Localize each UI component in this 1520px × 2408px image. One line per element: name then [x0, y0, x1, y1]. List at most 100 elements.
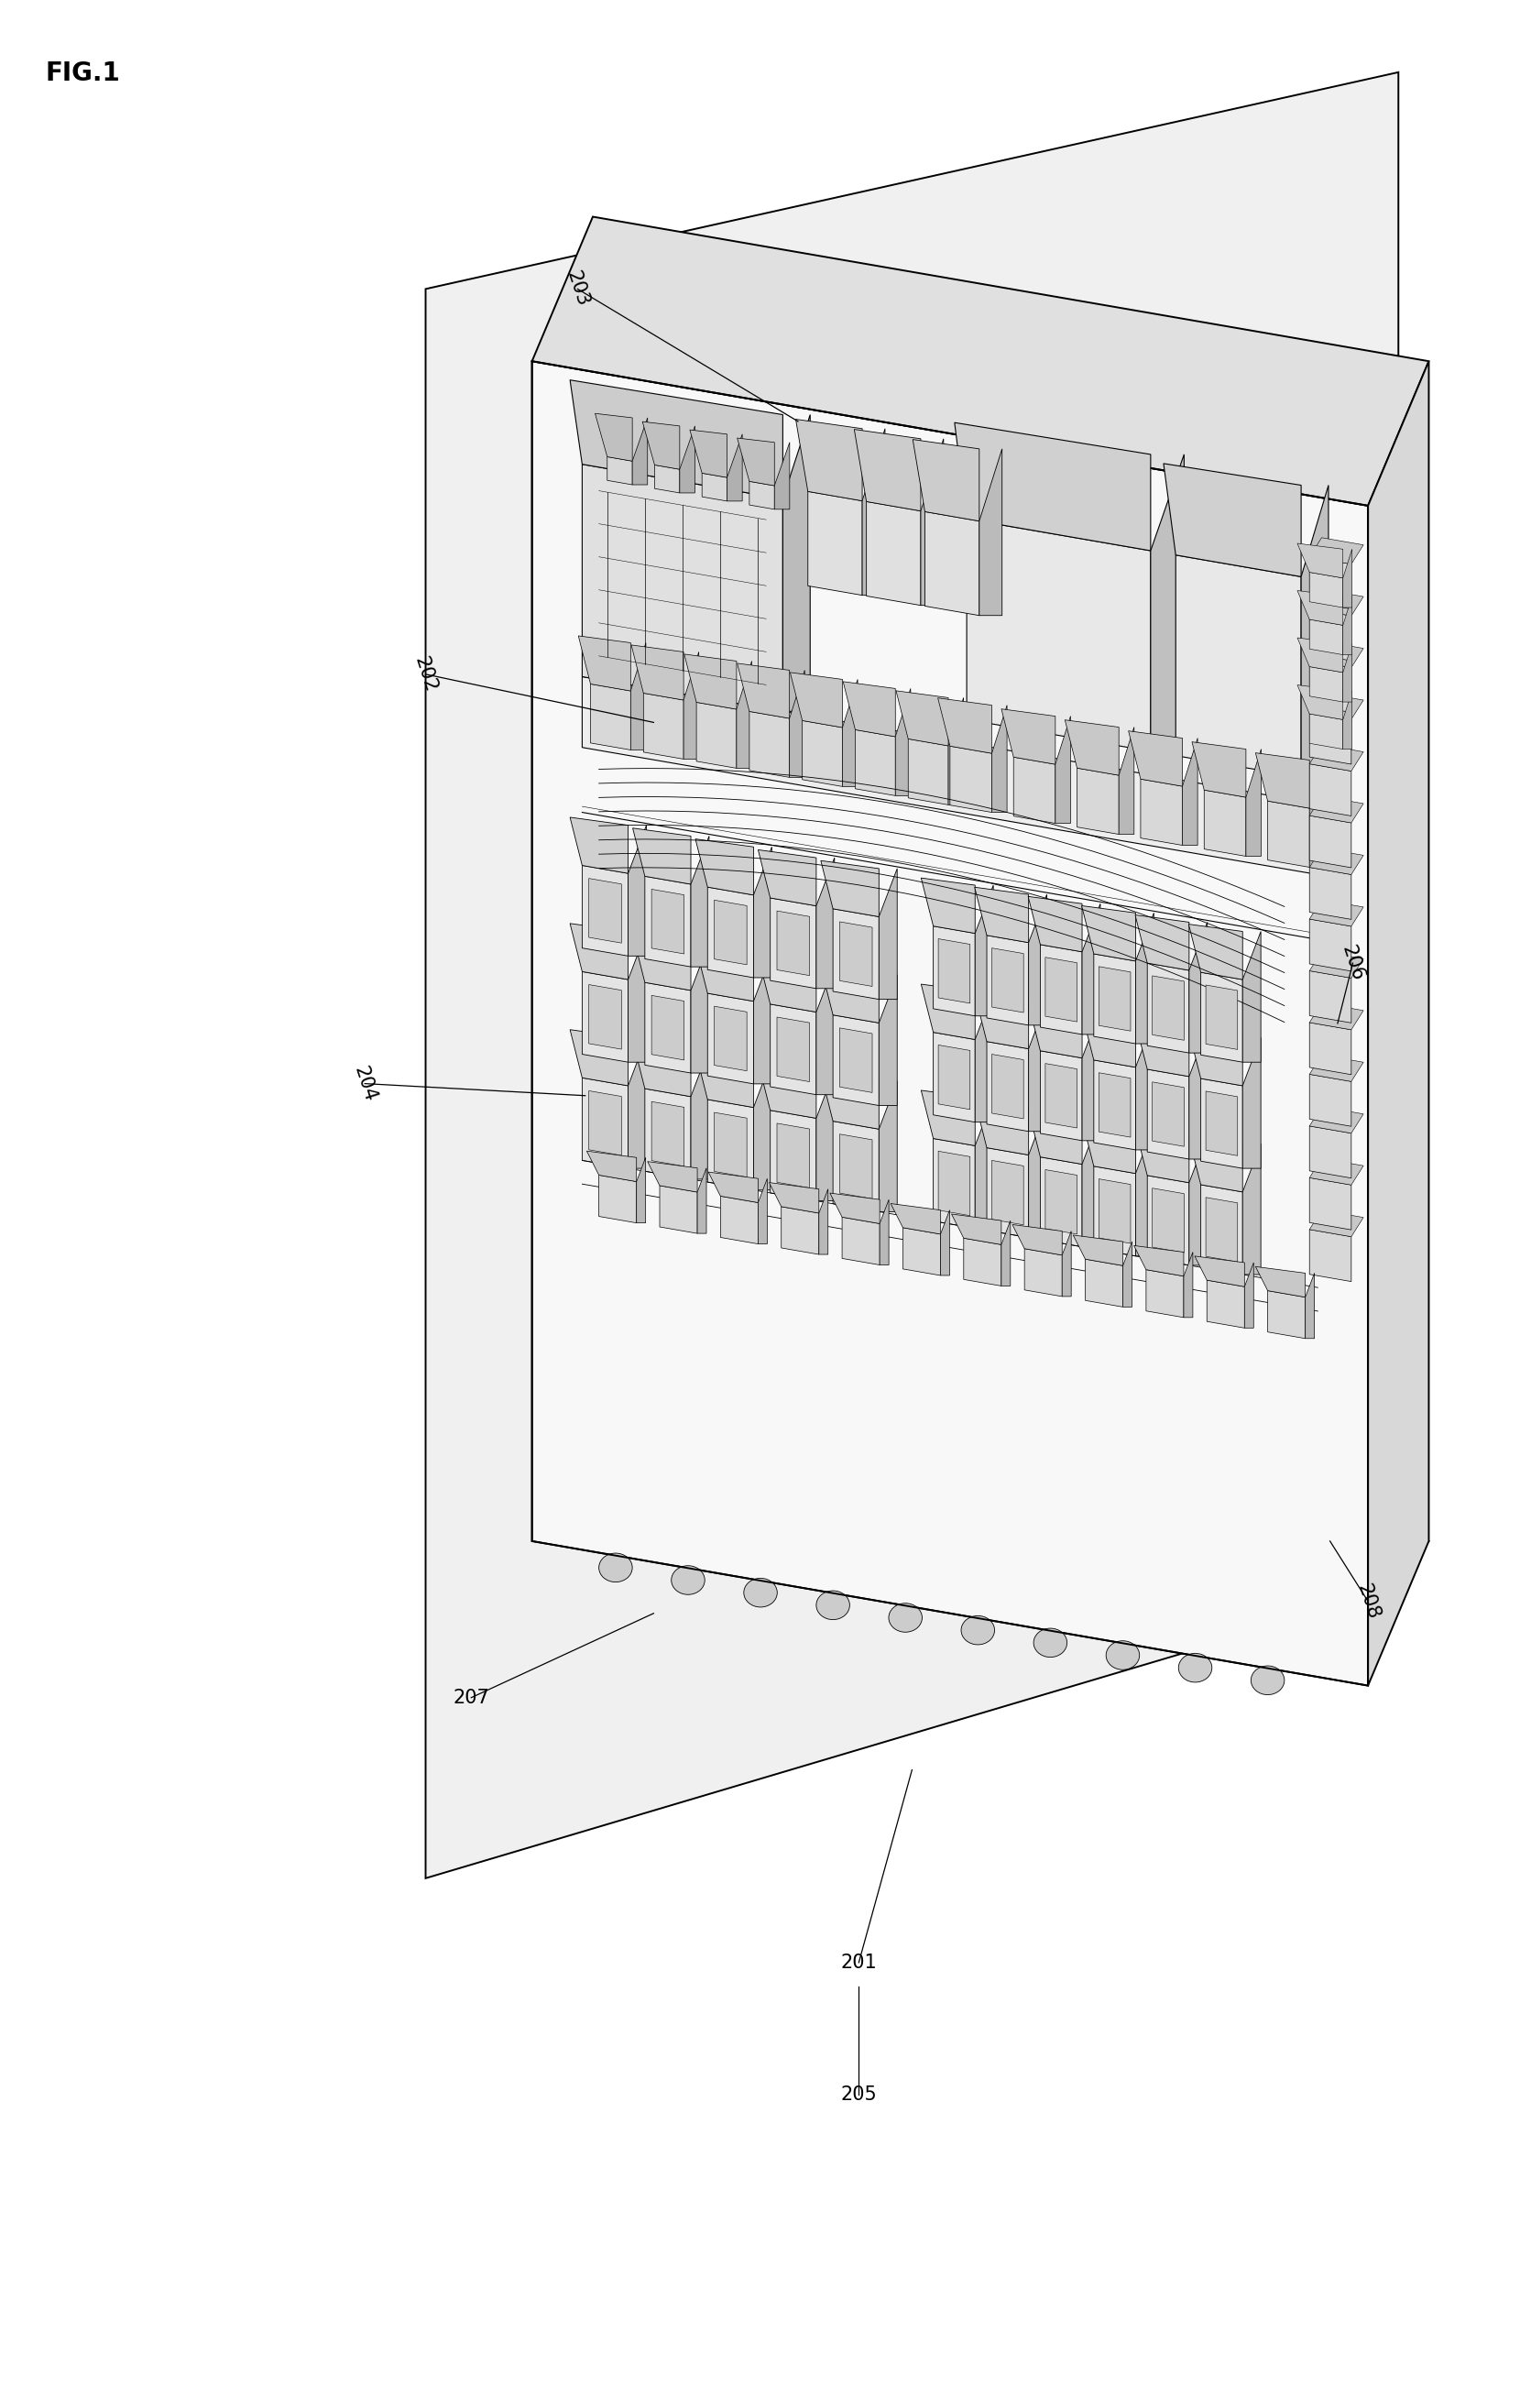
Polygon shape — [938, 698, 993, 754]
Polygon shape — [1184, 1252, 1193, 1317]
Polygon shape — [976, 1098, 994, 1228]
Polygon shape — [698, 1168, 707, 1233]
Polygon shape — [1243, 1144, 1262, 1274]
Polygon shape — [833, 1016, 879, 1105]
Polygon shape — [570, 1031, 628, 1086]
Polygon shape — [1297, 638, 1344, 672]
Polygon shape — [582, 677, 1318, 874]
Polygon shape — [1204, 790, 1246, 857]
Polygon shape — [974, 1100, 1029, 1156]
Polygon shape — [976, 992, 994, 1122]
Polygon shape — [707, 1100, 754, 1190]
Polygon shape — [1040, 1156, 1082, 1247]
Polygon shape — [727, 433, 742, 501]
Polygon shape — [696, 703, 737, 768]
Polygon shape — [1310, 1127, 1351, 1178]
Text: FIG.1: FIG.1 — [46, 60, 120, 87]
Polygon shape — [1268, 802, 1310, 867]
Polygon shape — [655, 465, 679, 494]
Polygon shape — [1189, 1134, 1207, 1264]
Polygon shape — [803, 720, 842, 787]
Polygon shape — [771, 1110, 816, 1202]
Polygon shape — [1134, 1245, 1184, 1276]
Polygon shape — [1310, 1158, 1363, 1185]
Polygon shape — [1310, 797, 1363, 824]
Polygon shape — [720, 1197, 758, 1245]
Polygon shape — [775, 443, 790, 508]
Polygon shape — [684, 653, 699, 759]
Polygon shape — [1256, 1267, 1306, 1298]
Polygon shape — [1246, 749, 1262, 857]
Polygon shape — [1192, 742, 1246, 797]
Polygon shape — [1014, 756, 1055, 824]
Polygon shape — [1028, 1002, 1082, 1057]
Polygon shape — [1055, 715, 1070, 824]
Polygon shape — [758, 1062, 816, 1117]
Polygon shape — [771, 1004, 816, 1096]
Polygon shape — [652, 1100, 684, 1165]
Polygon shape — [631, 645, 684, 701]
Ellipse shape — [1178, 1654, 1211, 1683]
Polygon shape — [1205, 985, 1237, 1050]
Polygon shape — [796, 419, 862, 501]
Polygon shape — [1310, 1004, 1363, 1031]
Polygon shape — [1297, 590, 1344, 626]
Polygon shape — [637, 1158, 646, 1223]
Polygon shape — [993, 949, 1023, 1011]
Polygon shape — [1135, 915, 1189, 970]
Polygon shape — [707, 886, 754, 978]
Polygon shape — [1297, 544, 1344, 578]
Polygon shape — [1310, 848, 1363, 874]
Polygon shape — [695, 1052, 754, 1108]
Polygon shape — [1128, 732, 1183, 787]
Polygon shape — [631, 643, 646, 749]
Polygon shape — [1207, 1281, 1245, 1327]
Polygon shape — [582, 1079, 628, 1168]
Polygon shape — [1099, 1072, 1131, 1137]
Polygon shape — [1301, 486, 1328, 778]
Ellipse shape — [599, 1553, 632, 1582]
Polygon shape — [1073, 1235, 1123, 1267]
Polygon shape — [833, 908, 879, 999]
Polygon shape — [754, 954, 772, 1084]
Polygon shape — [1040, 1050, 1082, 1141]
Polygon shape — [952, 1214, 1002, 1245]
Polygon shape — [1029, 1002, 1047, 1132]
Polygon shape — [1028, 1108, 1082, 1163]
Polygon shape — [921, 1091, 976, 1146]
Polygon shape — [1189, 1028, 1207, 1158]
Polygon shape — [754, 848, 772, 978]
Polygon shape — [821, 860, 879, 917]
Polygon shape — [986, 1149, 1029, 1238]
Polygon shape — [1152, 1187, 1184, 1252]
Polygon shape — [1189, 1137, 1243, 1192]
Ellipse shape — [961, 1616, 994, 1645]
Polygon shape — [628, 932, 646, 1062]
Polygon shape — [938, 1045, 970, 1110]
Polygon shape — [924, 513, 979, 616]
Polygon shape — [1189, 925, 1243, 980]
Polygon shape — [1135, 1125, 1154, 1257]
Polygon shape — [1310, 1230, 1351, 1281]
Polygon shape — [816, 963, 834, 1096]
Polygon shape — [1310, 761, 1325, 867]
Polygon shape — [1344, 597, 1353, 655]
Polygon shape — [1002, 1221, 1011, 1286]
Polygon shape — [652, 995, 684, 1060]
Polygon shape — [1066, 720, 1119, 775]
Polygon shape — [781, 1206, 819, 1255]
Polygon shape — [588, 985, 622, 1050]
Polygon shape — [532, 217, 1429, 506]
Polygon shape — [737, 438, 775, 486]
Polygon shape — [938, 1151, 970, 1216]
Polygon shape — [643, 421, 679, 470]
Polygon shape — [830, 1192, 880, 1223]
Polygon shape — [1046, 958, 1078, 1021]
Polygon shape — [1094, 954, 1135, 1043]
Polygon shape — [1135, 1127, 1189, 1182]
Polygon shape — [1344, 643, 1353, 701]
Polygon shape — [769, 1182, 819, 1214]
Polygon shape — [754, 1060, 772, 1190]
Polygon shape — [1368, 361, 1429, 1686]
Ellipse shape — [672, 1565, 705, 1594]
